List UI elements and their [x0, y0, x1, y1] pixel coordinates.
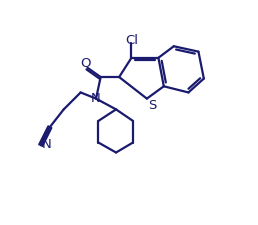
Text: N: N: [42, 138, 52, 151]
Text: N: N: [91, 92, 101, 105]
Text: S: S: [148, 99, 156, 112]
Text: O: O: [80, 57, 91, 70]
Text: Cl: Cl: [125, 34, 138, 47]
